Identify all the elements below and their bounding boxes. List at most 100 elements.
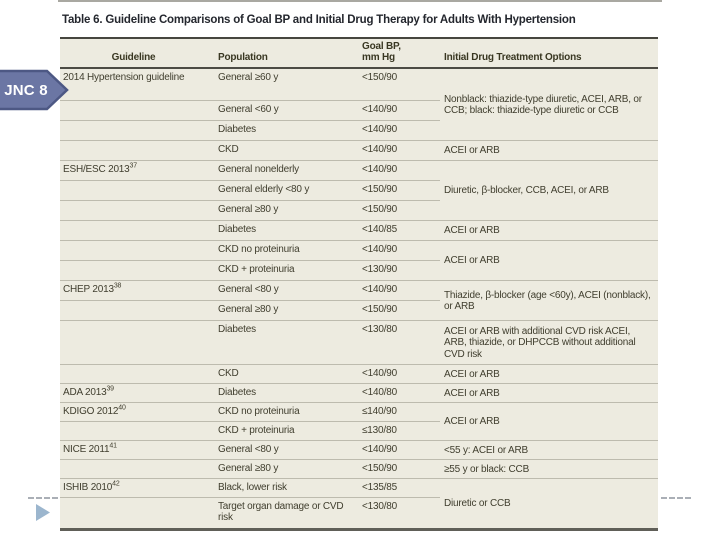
population-cell: Target organ damage or CVD risk [218, 500, 344, 523]
population-cell: Black, lower risk [210, 478, 356, 498]
table-row: ISHIB 201042 Black, lower risk <135/85 D… [60, 478, 658, 530]
drug-options-cell: ACEI or ARB [440, 240, 658, 281]
drug-options-cell: ≥55 y or black: CCB [440, 459, 658, 479]
guideline-cell: CHEP 201338 [60, 280, 210, 301]
guideline-cell [60, 140, 210, 161]
population-cell: General nonelderly [210, 160, 356, 181]
drug-options-cell: ACEI or ARB [440, 220, 658, 241]
table-row: General elderly <80 y <150/90 [60, 180, 658, 201]
guideline-cell: 2014 Hypertension guideline [60, 68, 210, 101]
guideline-cell [60, 320, 210, 365]
table-row: CKD + proteinuria ≤130/80 [60, 421, 658, 441]
goal-bp-cell: <140/90 [356, 364, 440, 384]
population-cell: CKD [210, 140, 356, 161]
guideline-cell: KDIGO 201240 [60, 402, 210, 422]
population-cell: CKD no proteinuria [210, 240, 356, 261]
table-row: ADA 201339 Diabetes <140/80 ACEI or ARB [60, 383, 658, 403]
population-cell: General elderly <80 y [210, 180, 356, 201]
guideline-cell [60, 120, 210, 141]
goal-bp-cell: <140/90 [356, 240, 440, 261]
column-header-goal-bp: Goal BP, mm Hg [356, 38, 440, 69]
reference-superscript: 39 [106, 385, 114, 393]
dashed-line-left [28, 497, 58, 499]
population-cell: CKD + proteinuria [210, 421, 356, 441]
table-row: CKD <140/90 ACEI or ARB [60, 364, 658, 384]
jnc8-arrow-badge: JNC 8 [0, 69, 70, 111]
population-cell: CKD [210, 364, 356, 384]
bp-guideline-table: Guideline Population Goal BP, mm Hg Init… [60, 37, 658, 531]
table-row: General ≥80 y <150/90 [60, 200, 658, 221]
population-cell: General ≥80 y [210, 200, 356, 221]
jnc8-arrow-shape [0, 69, 69, 111]
goal-bp-cell: <150/90 [356, 68, 440, 101]
drug-options-cell: Diuretic, β-blocker, CCB, ACEI, or ARB [440, 160, 658, 221]
jnc8-label: JNC 8 [4, 81, 48, 99]
drug-options-cell: ACEI or ARB [440, 140, 658, 161]
population-cell: General <80 y [210, 440, 356, 460]
goal-bp-cell: <130/80 [362, 500, 398, 512]
table-row: CHEP 201338 General <80 y <140/90 Thiazi… [60, 280, 658, 321]
drug-options-cell: ACEI or ARB with additional CVD risk ACE… [440, 320, 658, 365]
guideline-name: ISHIB 2010 [63, 481, 113, 493]
table-row: CKD + proteinuria <130/90 [60, 260, 658, 281]
table-row: ESH/ESC 201337 General nonelderly <140/9… [60, 160, 658, 221]
guideline-cell: ADA 201339 [60, 383, 210, 403]
guideline-cell: ISHIB 201042 [60, 478, 210, 498]
guideline-name: KDIGO 2012 [63, 405, 119, 417]
goal-bp-cell: <150/90 [356, 180, 440, 201]
goal-bp-cell: <130/80 [356, 320, 440, 365]
table-row: General ≥80 y <150/90 ≥55 y or black: CC… [60, 459, 658, 479]
table-row: CKD no proteinuria <140/90 ACEI or ARB [60, 240, 658, 281]
dashed-line-right [661, 497, 691, 499]
guideline-cell [60, 497, 210, 529]
guideline-cell [60, 421, 210, 441]
population-cell: CKD + proteinuria [210, 260, 356, 281]
table-row: Target organ damage or CVD risk <130/80 [60, 497, 658, 529]
goal-bp-cell: <140/90 [356, 120, 440, 141]
drug-options-cell: Nonblack: thiazide-type diuretic, ACEI, … [440, 68, 658, 141]
guideline-cell [60, 180, 210, 201]
drug-options-cell: <55 y: ACEI or ARB [440, 440, 658, 460]
drug-options-cell: Diuretic or CCB [440, 478, 658, 530]
column-header-drug-options: Initial Drug Treatment Options [440, 38, 658, 69]
goal-bp-cell: <140/90 [356, 440, 440, 460]
table-row: Diabetes <130/80 ACEI or ARB with additi… [60, 320, 658, 365]
population-cell: Diabetes [210, 383, 356, 403]
reference-superscript: 40 [118, 404, 126, 412]
goal-bp-cell: <140/85 [356, 220, 440, 241]
guideline-cell: NICE 201141 [60, 440, 210, 460]
goal-bp-cell: <150/90 [356, 300, 440, 321]
table-row: 2014 Hypertension guideline General ≥60 … [60, 68, 658, 141]
population-cell: CKD no proteinuria [210, 402, 356, 422]
goal-bp-cell: <150/90 [356, 200, 440, 221]
guideline-cell [60, 300, 210, 321]
drug-options-cell: ACEI or ARB [440, 402, 658, 441]
goal-bp-cell: <140/80 [356, 383, 440, 403]
goal-bp-cell: <150/90 [356, 459, 440, 479]
population-cell: General ≥80 y [210, 459, 356, 479]
play-triangle-icon [36, 504, 50, 521]
guideline-name: ESH/ESC 2013 [63, 163, 130, 175]
population-cell: General ≥60 y [210, 68, 356, 101]
goal-bp-cell: <130/90 [356, 260, 440, 281]
guideline-cell [60, 240, 210, 261]
guideline-cell [60, 459, 210, 479]
drug-options-cell: ACEI or ARB [440, 383, 658, 403]
table-header-row: Guideline Population Goal BP, mm Hg Init… [60, 38, 658, 69]
population-cell: Diabetes [210, 320, 356, 365]
guideline-cell [60, 200, 210, 221]
reference-superscript: 38 [113, 282, 122, 290]
figure-image: Table 6. Guideline Comparisons of Goal B… [58, 0, 662, 531]
population-cell: General ≥80 y [210, 300, 356, 321]
goal-bp-header-text: Goal BP, mm Hg [362, 41, 401, 63]
guideline-cell [60, 220, 210, 241]
drug-options-cell: ACEI or ARB [440, 364, 658, 384]
guideline-cell [60, 100, 210, 121]
population-cell: General <80 y [210, 280, 356, 301]
table-row: CKD <140/90 ACEI or ARB [60, 140, 658, 161]
goal-bp-cell: <140/90 [356, 160, 440, 181]
reference-superscript: 42 [112, 480, 120, 488]
population-cell: Diabetes [210, 120, 356, 141]
goal-bp-cell: <140/90 [356, 280, 440, 301]
figure-title: Table 6. Guideline Comparisons of Goal B… [62, 14, 576, 26]
